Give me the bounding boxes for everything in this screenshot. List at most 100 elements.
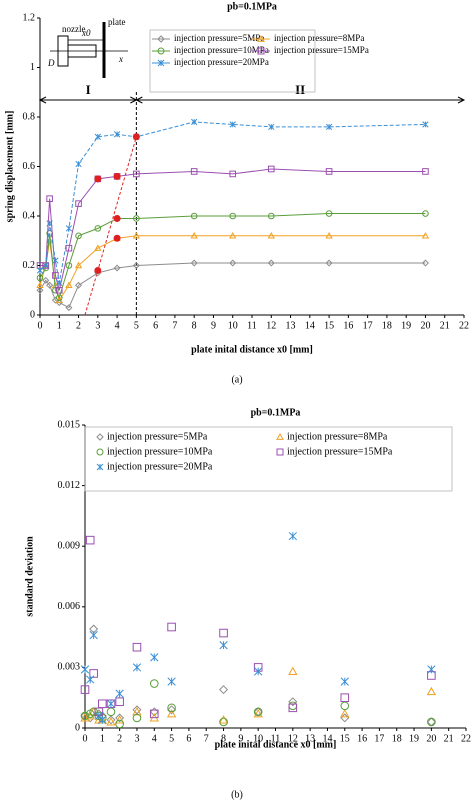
y-tick-label: 0: [30, 309, 35, 320]
x-tick-label: 20: [426, 733, 436, 744]
x-tick-label: 16: [357, 733, 367, 744]
x-tick-label: 2: [117, 733, 122, 744]
marker: [422, 168, 429, 175]
y-axis-label: spring displacement [mm]: [4, 111, 15, 223]
marker: [86, 675, 95, 684]
x-tick-label: 11: [271, 733, 281, 744]
marker: [219, 641, 228, 650]
x-tick-label: 19: [409, 733, 419, 744]
marker: [190, 259, 198, 267]
marker: [276, 448, 284, 456]
x-tick-label: 4: [152, 733, 157, 744]
marker: [113, 264, 121, 272]
marker: [288, 666, 298, 675]
marker: [52, 286, 59, 294]
legend-label: injection pressure=15MPa: [274, 45, 369, 55]
marker: [132, 261, 140, 270]
y-tick-label: 0.006: [58, 601, 81, 612]
y-tick-label: 1: [30, 62, 35, 73]
arrow-head: [135, 96, 466, 104]
marker: [46, 195, 53, 202]
marker: [85, 535, 95, 545]
series-line: [39, 213, 426, 300]
marker: [229, 259, 237, 267]
x-tick-label: 9: [211, 320, 216, 331]
marker: [115, 719, 124, 729]
marker: [268, 123, 275, 131]
x-tick-label: 8: [192, 320, 197, 331]
marker: [149, 707, 159, 717]
marker: [115, 697, 124, 707]
marker: [253, 709, 263, 718]
x-tick-label: 17: [363, 320, 373, 331]
marker: [36, 267, 44, 274]
x-tick-label: 6: [186, 733, 191, 744]
marker: [340, 693, 350, 703]
x-tick-label: 22: [459, 320, 469, 331]
marker: [167, 622, 176, 632]
marker: [325, 168, 333, 175]
x-tick-label: 0: [83, 733, 88, 744]
x-tick-label: 15: [324, 320, 334, 331]
x-tick-label: 10: [253, 733, 263, 744]
marker: [96, 448, 104, 456]
marker: [267, 212, 275, 220]
marker: [191, 118, 198, 126]
marker: [52, 257, 59, 264]
marker: [36, 274, 44, 282]
marker: [253, 707, 263, 717]
x-tick-label: 10: [228, 320, 238, 331]
marker: [422, 121, 429, 128]
marker: [190, 231, 198, 239]
x-tick-label: 19: [401, 320, 411, 331]
marker: [325, 123, 333, 131]
y-tick-label: 0.4: [23, 210, 36, 221]
marker: [157, 47, 165, 55]
marker: [36, 286, 44, 294]
x-tick-label: 20: [420, 320, 430, 331]
marker: [167, 705, 177, 715]
marker: [421, 231, 430, 239]
marker: [167, 703, 176, 713]
marker: [74, 261, 83, 269]
marker: [157, 59, 165, 67]
marker: [89, 669, 98, 678]
marker: [55, 294, 63, 301]
marker: [80, 665, 90, 674]
marker: [229, 121, 236, 128]
marker: [325, 259, 333, 267]
marker: [219, 685, 229, 695]
marker: [149, 679, 159, 688]
legend-label: injection pressure=5MPa: [107, 431, 208, 442]
marker: [106, 707, 116, 717]
x-tick-label: 1: [57, 320, 62, 331]
legend-label: injection pressure=10MPa: [174, 45, 269, 55]
marker: [75, 160, 82, 168]
marker: [75, 232, 82, 240]
marker: [132, 663, 142, 672]
y-tick-label: 0.2: [23, 260, 36, 271]
marker: [288, 697, 298, 707]
marker: [421, 259, 429, 267]
x-tick-label: 5: [134, 320, 139, 331]
x-tick-label: 14: [322, 733, 332, 744]
x-tick-label: 2: [76, 320, 81, 331]
marker: [94, 133, 101, 140]
legend-label: injection pressure=8MPa: [274, 33, 364, 43]
x-tick-label: 12: [266, 320, 276, 331]
x-tick-label: 11: [247, 320, 257, 331]
marker: [106, 715, 116, 725]
marker: [218, 715, 229, 724]
inset-label: nozzle: [62, 24, 85, 34]
series-line: [39, 121, 426, 283]
y-tick-label: 0: [75, 722, 80, 733]
marker: [325, 231, 333, 239]
marker: [114, 715, 125, 724]
region-label: II: [295, 82, 305, 97]
x-tick-label: 3: [134, 733, 139, 744]
marker: [115, 713, 125, 723]
marker: [42, 276, 50, 284]
x-tick-label: 21: [440, 320, 450, 331]
marker: [65, 262, 73, 269]
